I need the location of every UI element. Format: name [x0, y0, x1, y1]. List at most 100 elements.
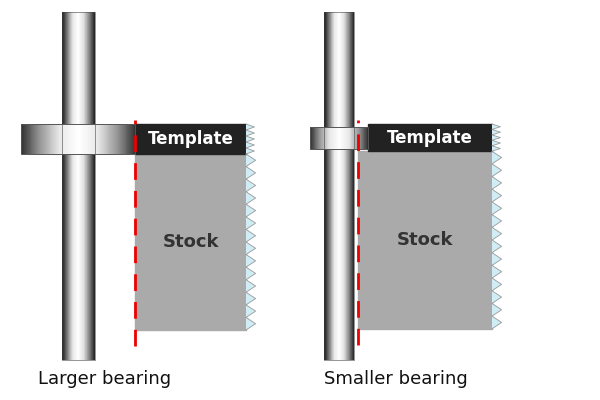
Bar [347, 127, 348, 149]
Bar [31, 124, 32, 154]
Bar [29, 124, 30, 154]
Bar [335, 127, 336, 149]
Bar [68, 124, 70, 154]
Bar [37, 124, 38, 154]
Bar [118, 124, 119, 154]
Bar [27, 124, 28, 154]
Bar [120, 124, 121, 154]
Bar [134, 124, 135, 154]
Bar [338, 127, 340, 149]
Text: Stock: Stock [162, 233, 219, 251]
Bar [86, 124, 88, 154]
Bar [341, 127, 342, 149]
Bar [127, 124, 128, 154]
Bar [367, 127, 368, 149]
Bar [50, 124, 52, 154]
Text: Template: Template [387, 128, 473, 146]
Bar [357, 127, 358, 149]
Bar [67, 124, 68, 154]
Bar [110, 124, 112, 154]
Bar [54, 124, 56, 154]
Bar [125, 124, 126, 154]
Bar [324, 12, 354, 360]
Bar [104, 124, 106, 154]
Bar [56, 124, 58, 154]
Bar [315, 127, 316, 149]
Bar [343, 127, 344, 149]
Bar [366, 127, 367, 149]
Bar [64, 124, 65, 154]
Bar [52, 124, 53, 154]
Bar [97, 124, 98, 154]
Text: Stock: Stock [397, 231, 454, 249]
Bar [77, 124, 79, 154]
Bar [128, 124, 130, 154]
Bar [321, 127, 322, 149]
Polygon shape [492, 124, 500, 151]
Bar [352, 127, 353, 149]
Bar [364, 127, 365, 149]
Bar [58, 124, 59, 154]
Bar [345, 127, 346, 149]
Bar [344, 127, 345, 149]
Bar [25, 124, 26, 154]
Bar [317, 127, 318, 149]
Bar [324, 127, 325, 149]
Bar [360, 127, 361, 149]
Bar [44, 124, 45, 154]
Bar [34, 124, 35, 154]
Bar [339, 127, 340, 149]
Bar [117, 124, 118, 154]
Bar [355, 127, 356, 149]
Bar [49, 124, 51, 154]
Bar [347, 127, 349, 149]
Bar [329, 127, 330, 149]
Bar [88, 124, 89, 154]
Bar [357, 127, 358, 149]
Bar [70, 124, 71, 154]
Bar [78, 124, 79, 154]
Bar [338, 127, 339, 149]
Bar [22, 124, 23, 154]
Bar [131, 124, 133, 154]
Bar [354, 127, 355, 149]
Bar [52, 124, 53, 154]
Bar [356, 127, 357, 149]
Bar [323, 127, 324, 149]
Bar [359, 127, 360, 149]
Bar [335, 127, 337, 149]
Polygon shape [246, 124, 254, 154]
Bar [350, 127, 351, 149]
Bar [318, 127, 319, 149]
Bar [345, 127, 346, 149]
Bar [89, 124, 91, 154]
Bar [310, 127, 368, 149]
Bar [320, 127, 321, 149]
Bar [57, 124, 58, 154]
Bar [65, 124, 67, 154]
Bar [85, 124, 86, 154]
Bar [88, 124, 90, 154]
Bar [80, 124, 81, 154]
Bar [359, 127, 361, 149]
Bar [122, 124, 123, 154]
Bar [75, 124, 76, 154]
Bar [107, 124, 108, 154]
Bar [326, 127, 327, 149]
Text: Larger bearing: Larger bearing [38, 370, 172, 388]
Bar [337, 127, 338, 149]
Bar [342, 127, 343, 149]
Bar [350, 127, 351, 149]
Bar [331, 127, 332, 149]
Bar [319, 127, 320, 149]
Bar [53, 124, 55, 154]
Bar [334, 127, 335, 149]
Bar [314, 127, 315, 149]
Bar [316, 127, 317, 149]
Bar [124, 124, 125, 154]
Bar [95, 124, 97, 154]
Bar [319, 127, 320, 149]
Text: Smaller bearing: Smaller bearing [324, 370, 468, 388]
Bar [96, 124, 97, 154]
Bar [42, 124, 43, 154]
